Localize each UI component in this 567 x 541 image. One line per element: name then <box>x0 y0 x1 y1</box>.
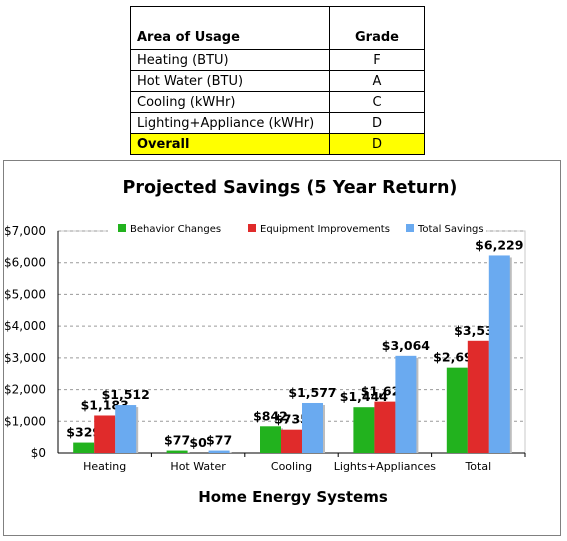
grade-table-header-row: Area of Usage Grade <box>130 6 425 50</box>
table-row: Hot Water (BTU) A <box>130 70 425 92</box>
y-tick-label: $5,000 <box>4 287 46 301</box>
legend-swatch <box>118 224 126 232</box>
overall-area-cell: Overall <box>130 133 330 155</box>
bar <box>115 405 137 453</box>
x-axis-label: Home Energy Systems <box>198 488 388 506</box>
x-tick-label: Heating <box>83 460 126 473</box>
x-tick-label: Lights+Appliances <box>334 460 437 473</box>
legend-label: Total Savings <box>417 224 484 235</box>
bar <box>94 415 116 453</box>
x-tick-label: Hot Water <box>170 460 226 473</box>
bar <box>467 340 489 453</box>
data-label: $1,444 <box>340 389 389 404</box>
bar <box>208 450 230 453</box>
data-label: $3,064 <box>382 338 431 353</box>
data-label: $1,577 <box>288 385 336 400</box>
bar <box>281 429 302 453</box>
bar <box>260 426 281 453</box>
x-tick-label: Total <box>464 460 491 473</box>
y-tick-label: $1,000 <box>4 414 46 428</box>
data-label: $329 <box>66 425 101 440</box>
y-tick-label: $3,000 <box>4 351 46 365</box>
y-tick-label: $6,000 <box>4 256 46 270</box>
x-tick-label: Cooling <box>271 460 312 473</box>
bar <box>73 442 95 453</box>
legend-background <box>108 221 486 237</box>
bar <box>488 255 510 453</box>
legend-swatch <box>248 224 256 232</box>
legend-label: Behavior Changes <box>130 224 221 235</box>
overall-grade-cell: D <box>329 133 425 155</box>
grade-table: Area of Usage Grade Heating (BTU) F Hot … <box>130 6 425 155</box>
bar <box>353 407 375 453</box>
area-header: Area of Usage <box>130 6 330 50</box>
area-cell: Hot Water (BTU) <box>130 70 330 92</box>
data-label: $77 <box>206 433 232 448</box>
area-cell: Lighting+Appliance (kWHr) <box>130 112 330 134</box>
overall-row: Overall D <box>130 133 425 155</box>
bar <box>374 401 396 453</box>
data-label: $0 <box>189 435 207 450</box>
y-tick-label: $0 <box>31 446 46 460</box>
data-label: $77 <box>164 433 190 448</box>
legend-label: Equipment Improvements <box>260 224 390 235</box>
y-tick-label: $2,000 <box>4 383 46 397</box>
legend-swatch <box>406 224 414 232</box>
bar <box>395 355 417 453</box>
y-tick-label: $4,000 <box>4 319 46 333</box>
bar <box>446 367 468 453</box>
y-tick-label: $7,000 <box>4 224 46 238</box>
bar <box>302 402 323 453</box>
data-label: $1,512 <box>102 387 150 402</box>
data-label: $842 <box>253 408 288 423</box>
chart-title: Projected Savings (5 Year Return) <box>123 178 458 198</box>
table-row: Lighting+Appliance (kWHr) D <box>130 112 425 134</box>
data-label: $735 <box>274 412 309 427</box>
data-label: $6,229 <box>475 237 523 252</box>
bar <box>166 450 188 453</box>
grade-header: Grade <box>329 6 425 50</box>
